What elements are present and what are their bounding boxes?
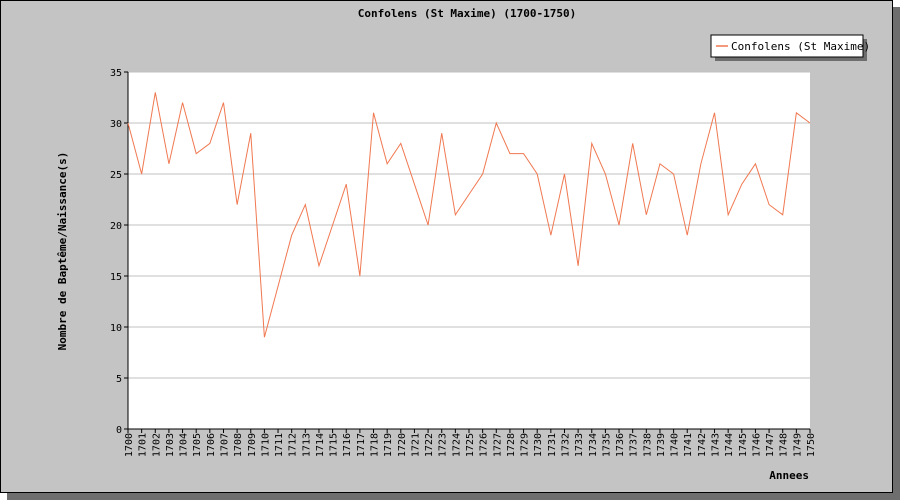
- plot-area: [128, 72, 810, 429]
- x-tick-label: 1714: [315, 433, 326, 457]
- series-line: [127, 92, 811, 338]
- chart-title: Confolens (St Maxime) (1700-1750): [358, 7, 577, 20]
- x-tick-label: 1706: [206, 433, 217, 457]
- y-axis-ticks: 0 5 10 15 20 25 30 35: [110, 68, 129, 436]
- legend-label: Confolens (St Maxime): [731, 40, 870, 53]
- x-tick-label: 1713: [301, 433, 312, 457]
- x-tick-label: 1719: [383, 433, 394, 457]
- series-group: [127, 92, 811, 338]
- x-tick-label: 1732: [560, 433, 571, 457]
- x-tick-label: 1730: [533, 433, 544, 457]
- x-tick-label: 1733: [574, 433, 585, 457]
- x-tick-label: 1739: [656, 433, 667, 457]
- x-tick-label: 1736: [615, 433, 626, 457]
- x-tick-label: 1720: [397, 433, 408, 457]
- legend: Confolens (St Maxime): [710, 34, 870, 61]
- x-tick-label: 1701: [138, 433, 149, 457]
- x-tick-label: 1740: [670, 433, 681, 457]
- x-tick-label: 1737: [629, 433, 640, 457]
- y-tick-label: 35: [110, 68, 122, 79]
- x-tick-label: 1723: [438, 433, 449, 457]
- x-tick-label: 1727: [492, 433, 503, 457]
- x-tick-label: 1712: [288, 433, 299, 457]
- x-tick-label: 1709: [247, 433, 258, 457]
- x-tick-label: 1700: [124, 433, 135, 457]
- x-tick-label: 1750: [806, 433, 817, 457]
- x-tick-label: 1703: [165, 433, 176, 457]
- x-tick-label: 1717: [356, 433, 367, 457]
- x-axis-label: Annees: [769, 469, 809, 482]
- x-tick-label: 1705: [192, 433, 203, 457]
- x-tick-label: 1729: [520, 433, 531, 457]
- x-tick-label: 1702: [151, 433, 162, 457]
- x-tick-label: 1731: [547, 433, 558, 457]
- x-tick-label: 1710: [260, 433, 271, 457]
- x-tick-label: 1726: [479, 433, 490, 457]
- grid: [128, 71, 810, 379]
- x-tick-label: 1742: [697, 433, 708, 457]
- y-tick-label: 25: [110, 170, 122, 181]
- x-tick-label: 1734: [588, 433, 599, 457]
- x-tick-label: 1735: [601, 433, 612, 457]
- x-tick-label: 1748: [779, 433, 790, 457]
- x-tick-label: 1722: [424, 433, 435, 457]
- legend-box: [710, 34, 864, 58]
- x-tick-label: 1728: [506, 433, 517, 457]
- x-tick-label: 1738: [642, 433, 653, 457]
- y-axis-label: Nombre de Baptême/Naissance(s): [56, 152, 69, 351]
- y-tick-label: 10: [110, 323, 122, 334]
- x-tick-label: 1721: [410, 433, 421, 457]
- y-tick-label: 20: [110, 221, 122, 232]
- x-axis-ticks: 1700 1701 1702 1703 1704 1705 1706 1707 1708 1709…: [124, 428, 817, 457]
- x-tick-label: 1718: [370, 433, 381, 457]
- x-tick-label: 1724: [451, 433, 462, 457]
- x-tick-label: 1708: [233, 433, 244, 457]
- x-tick-label: 1744: [724, 433, 735, 457]
- y-tick-label: 0: [116, 425, 122, 436]
- x-tick-label: 1749: [792, 433, 803, 457]
- y-tick-label: 30: [110, 119, 122, 130]
- x-tick-label: 1716: [342, 433, 353, 457]
- y-tick-label: 5: [116, 374, 122, 385]
- x-tick-label: 1746: [751, 433, 762, 457]
- x-tick-label: 1743: [711, 433, 722, 457]
- x-tick-label: 1704: [179, 433, 190, 457]
- x-tick-label: 1745: [738, 433, 749, 457]
- x-tick-label: 1725: [465, 433, 476, 457]
- x-tick-label: 1747: [765, 433, 776, 457]
- x-tick-label: 1741: [683, 433, 694, 457]
- x-tick-label: 1707: [219, 433, 230, 457]
- x-tick-label: 1711: [274, 433, 285, 457]
- y-tick-label: 15: [110, 272, 122, 283]
- x-tick-label: 1715: [329, 433, 340, 457]
